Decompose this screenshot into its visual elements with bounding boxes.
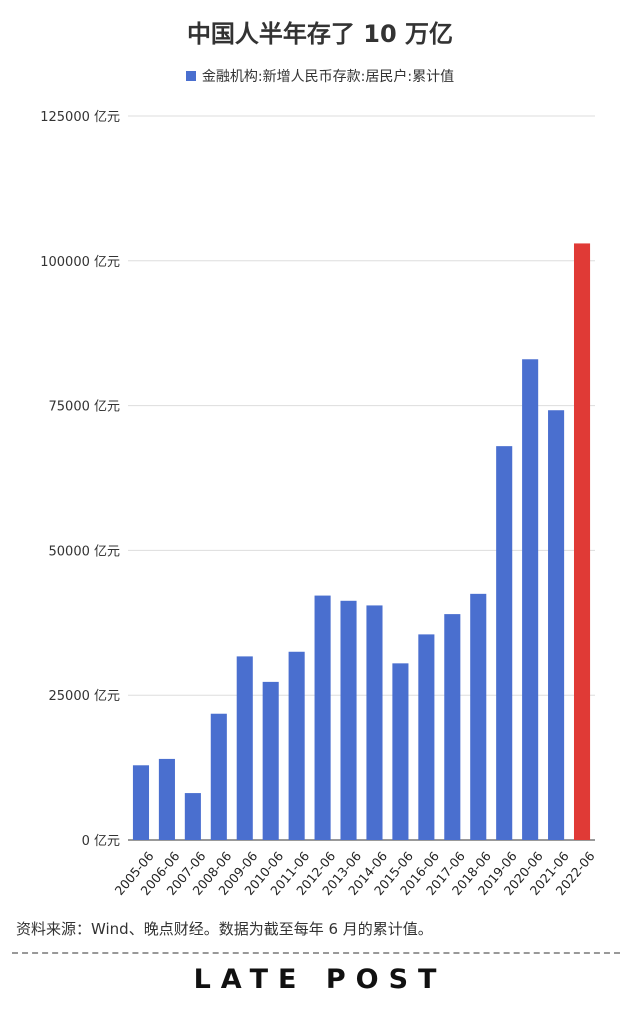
source-note: 资料来源：Wind、晚点财经。数据为截至每年 6 月的累计值。	[16, 920, 433, 938]
bar	[366, 605, 383, 840]
latepost-logo: LATE POST	[193, 964, 447, 995]
y-tick-label: 100000 亿元	[40, 255, 120, 270]
bar	[132, 765, 150, 840]
bar	[444, 614, 461, 840]
legend: 金融机构:新增人民币存款:居民户:累计值	[0, 66, 640, 86]
bar	[340, 600, 357, 840]
bar	[548, 410, 565, 840]
y-tick-label: 0 亿元	[82, 834, 120, 849]
bar	[288, 651, 305, 840]
bar	[262, 681, 279, 840]
bar-chart: 0 亿元 25000 亿元 50000 亿元 75000 亿元 100000 亿元 125…	[40, 110, 597, 898]
y-tick-label: 25000 亿元	[49, 689, 121, 704]
bar	[210, 713, 227, 840]
bar	[392, 663, 409, 840]
chart-title: 中国人半年存了 10 万亿	[186, 20, 454, 48]
bar	[236, 656, 253, 840]
bar	[158, 758, 175, 840]
y-tick-label: 75000 亿元	[49, 400, 121, 415]
bar	[496, 446, 513, 840]
y-tick-label: 125000 亿元	[40, 110, 120, 125]
bar	[314, 595, 331, 840]
bar	[573, 243, 591, 840]
divider	[12, 952, 620, 954]
bar	[418, 634, 435, 840]
bar	[470, 593, 487, 840]
y-tick-label: 50000 亿元	[49, 544, 121, 559]
bar	[522, 359, 539, 840]
legend-label: 金融机构:新增人民币存款:居民户:累计值	[201, 69, 455, 85]
bar	[184, 793, 201, 840]
legend-swatch	[185, 71, 196, 81]
